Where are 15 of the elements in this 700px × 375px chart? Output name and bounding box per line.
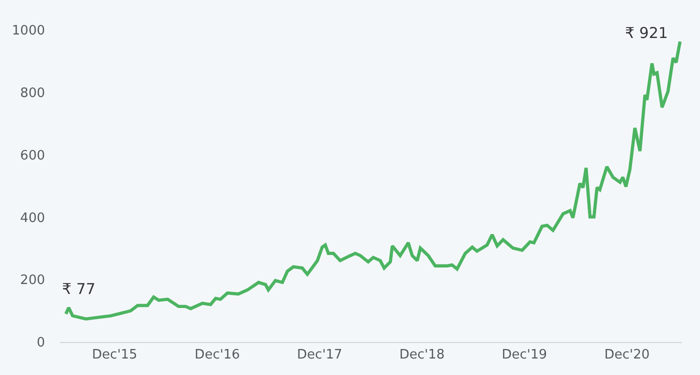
y-tick-label: 0 (36, 336, 45, 351)
y-tick-label: 1000 (12, 24, 45, 39)
annotation: ₹ 921 (625, 24, 668, 42)
x-tick-label: Dec'15 (92, 348, 138, 363)
y-tick-label: 200 (20, 273, 45, 288)
y-tick-label: 800 (20, 86, 45, 101)
line-series (64, 40, 682, 321)
x-tick-label: Dec'19 (502, 348, 548, 363)
x-tick-label: Dec'16 (194, 348, 240, 363)
y-tick-label: 600 (20, 148, 45, 164)
x-tick-label: Dec'17 (297, 348, 342, 363)
annotation: ₹ 77 (62, 280, 96, 298)
x-tick-label: Dec'20 (604, 348, 650, 363)
y-tick-label: 400 (20, 210, 45, 226)
x-tick-label: Dec'18 (399, 348, 445, 363)
